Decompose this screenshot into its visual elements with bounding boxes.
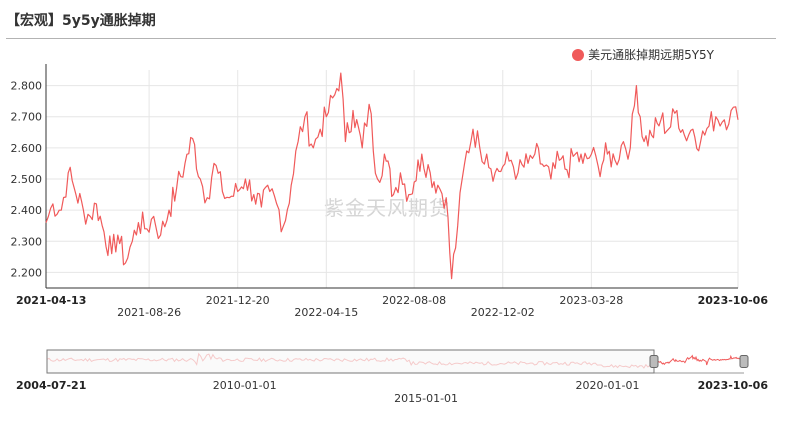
- x-tick-label: 2021-04-13: [16, 294, 86, 307]
- x-tick-label: 2022-08-08: [382, 294, 446, 307]
- chart-series: [45, 72, 739, 280]
- y-tick-label: 2.500: [11, 173, 43, 186]
- title-divider: [6, 38, 776, 39]
- y-tick-label: 2.400: [11, 204, 43, 217]
- y-tick-label: 2.600: [11, 142, 43, 155]
- navigator-tick-label: 2010-01-01: [213, 379, 277, 392]
- navigator-handle-start[interactable]: [649, 355, 659, 368]
- x-tick-label: 2023-03-28: [559, 294, 623, 307]
- navigator-tick-label: 2004-07-21: [16, 379, 86, 392]
- chart-grid: [45, 64, 739, 289]
- y-tick-label: 2.700: [11, 111, 43, 124]
- x-tick-label: 2021-08-26: [117, 306, 181, 319]
- navigator-tick-label: 2020-01-01: [576, 379, 640, 392]
- legend-series-label: 美元通胀掉期远期5Y5Y: [588, 48, 714, 62]
- y-tick-label: 2.200: [11, 266, 43, 279]
- chart-legend[interactable]: 美元通胀掉期远期5Y5Y: [572, 46, 714, 63]
- x-tick-label: 2022-04-15: [294, 306, 358, 319]
- y-tick-label: 2.300: [11, 235, 43, 248]
- x-axis-ticks: 2021-04-13 2021-12-20 2022-08-08 2023-03-28…: [16, 294, 768, 319]
- navigator-selected-line: [653, 354, 745, 366]
- watermark: 紫金天风期货: [324, 196, 450, 220]
- range-navigator: 2004-07-21 2010-01-01 2020-01-01 2023-10-06…: [16, 349, 769, 405]
- series-line: [45, 72, 739, 280]
- navigator-handle-end[interactable]: [739, 355, 749, 368]
- navigator-tick-label: 2023-10-06: [698, 379, 769, 392]
- navigator-mask: [46, 349, 655, 374]
- navigator-tick-label: 2015-01-01: [394, 392, 458, 405]
- page-title: 【宏观】5y5y通胀掉期: [6, 13, 156, 29]
- navigator-history-line: [46, 352, 655, 369]
- x-tick-label: 2022-12-02: [471, 306, 535, 319]
- y-axis-ticks: 2.200 2.300 2.400 2.500 2.600 2.700 2.800: [11, 80, 43, 280]
- legend-series-marker: [572, 48, 585, 61]
- y-tick-label: 2.800: [11, 80, 43, 93]
- x-tick-label: 2023-10-06: [698, 294, 769, 307]
- x-tick-label: 2021-12-20: [206, 294, 270, 307]
